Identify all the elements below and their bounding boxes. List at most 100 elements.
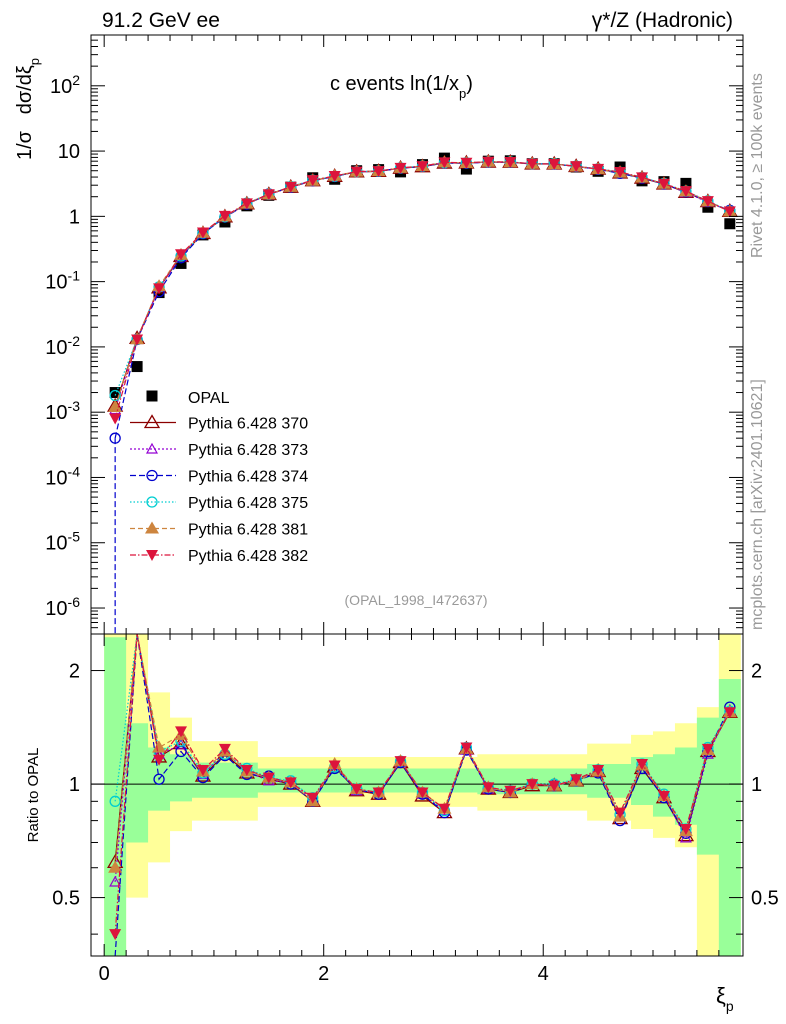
axis-ticks: 0 2 4 10-6 10-5 10-4 10-3 10-2 10-1 1 10 102 0.5 0.5 1… bbox=[45, 34, 779, 985]
series-point-ratio bbox=[636, 759, 649, 771]
y-tick-label-ratio-right: 2 bbox=[751, 661, 762, 683]
series-point-ratio bbox=[109, 795, 121, 807]
y-tick-label-main: 10-3 bbox=[45, 398, 80, 424]
series-point-main bbox=[306, 175, 319, 187]
legend-label: Pythia 6.428 382 bbox=[188, 548, 308, 565]
legend-marker bbox=[145, 521, 159, 534]
series-point-main bbox=[701, 196, 714, 208]
legend-label-opal: OPAL bbox=[188, 390, 230, 407]
series-point-main bbox=[657, 178, 670, 190]
series-point-ratio bbox=[284, 777, 297, 789]
series-point-main bbox=[504, 156, 517, 168]
series-point-ratio bbox=[394, 756, 407, 768]
y-tick-label-main: 10-6 bbox=[45, 594, 80, 620]
y-tick-label-main: 10-4 bbox=[45, 463, 80, 489]
series-point-ratio bbox=[196, 764, 209, 776]
series-point-main bbox=[416, 161, 429, 173]
legend-label: Pythia 6.428 374 bbox=[188, 469, 308, 486]
legend-marker bbox=[143, 414, 161, 429]
y-tick-label-ratio: 1 bbox=[69, 774, 80, 796]
series-point-main bbox=[460, 157, 473, 169]
series-point-ratio bbox=[679, 824, 692, 836]
energy-label: 91.2 GeV ee bbox=[102, 9, 220, 32]
series-point-ratio bbox=[460, 742, 473, 754]
series-point-main bbox=[372, 166, 385, 178]
series-line-main bbox=[114, 161, 731, 396]
x-tick-label: 2 bbox=[318, 963, 329, 985]
series-point-main bbox=[548, 159, 561, 171]
legend-marker bbox=[146, 550, 158, 561]
series-point-main bbox=[679, 186, 692, 198]
series-point-ratio bbox=[262, 772, 275, 784]
series-point-main bbox=[614, 166, 627, 178]
series-point-ratio bbox=[657, 790, 670, 802]
y-axis-title-ratio: Ratio to OPAL bbox=[25, 748, 42, 843]
y-tick-label-ratio: 2 bbox=[69, 661, 80, 683]
series-point-main bbox=[394, 162, 407, 174]
series-point-ratio bbox=[526, 779, 539, 791]
y-axis-title-main: 1/σ dσ/dξp bbox=[14, 58, 42, 160]
legend: OPAL Pythia 6.428 370 Pythia 6.428 373 Pyth… bbox=[130, 390, 308, 565]
y-tick-label-ratio: 0.5 bbox=[52, 888, 80, 910]
series-line-main bbox=[114, 161, 731, 407]
y-tick-label-ratio-right: 1 bbox=[751, 774, 762, 796]
series-point-ratio bbox=[570, 774, 583, 786]
series-point-ratio bbox=[109, 929, 122, 941]
legend-label: Pythia 6.428 373 bbox=[188, 442, 308, 459]
y-tick-label-main: 102 bbox=[50, 72, 80, 98]
series-point-main bbox=[438, 157, 451, 169]
site-label: mcplots.cern.ch [arXiv:2401.10621] bbox=[749, 379, 766, 630]
series-point-ratio bbox=[614, 807, 627, 819]
y-tick-label-main: 10-2 bbox=[45, 333, 80, 359]
x-tick-label: 0 bbox=[99, 963, 110, 985]
series-point-main bbox=[131, 334, 144, 346]
main-panel-frame bbox=[90, 34, 744, 635]
series-point-main bbox=[284, 181, 297, 193]
legend-label: Pythia 6.428 375 bbox=[188, 495, 308, 512]
ratio-panel-frame bbox=[90, 633, 744, 957]
legend-marker bbox=[146, 496, 158, 508]
series-point-ratio bbox=[504, 785, 517, 797]
opal-point bbox=[109, 387, 121, 399]
series-point-ratio bbox=[175, 726, 188, 738]
series-point-ratio bbox=[350, 784, 363, 796]
y-tick-label-ratio-right: 0.5 bbox=[751, 888, 779, 910]
series-point-main bbox=[218, 210, 231, 222]
series-point-main bbox=[262, 189, 275, 201]
series-point-main bbox=[636, 172, 649, 184]
series-point-main bbox=[196, 227, 209, 239]
series-point-main bbox=[526, 158, 539, 170]
series-point-ratio bbox=[416, 787, 429, 799]
series-point-main bbox=[175, 249, 188, 261]
series-point-ratio bbox=[306, 792, 319, 804]
series-point-ratio bbox=[174, 738, 188, 750]
plot-title: c events ln(1/xp) bbox=[330, 73, 473, 101]
y-tick-label-main: 10 bbox=[58, 141, 80, 163]
y-tick-label-main: 10-1 bbox=[45, 268, 80, 294]
opal-point bbox=[460, 163, 472, 175]
opal-point bbox=[131, 361, 143, 373]
series-line-main bbox=[114, 161, 731, 408]
series-point-ratio bbox=[328, 760, 341, 772]
series-point-main bbox=[350, 166, 363, 178]
series-point-ratio bbox=[152, 740, 167, 753]
series-point-ratio bbox=[548, 780, 561, 792]
series-point-main bbox=[723, 206, 736, 218]
series-point-ratio bbox=[723, 707, 736, 719]
series-point-main bbox=[108, 400, 123, 413]
x-tick-label: 4 bbox=[538, 963, 549, 985]
opal-point bbox=[680, 177, 692, 189]
series-point-ratio bbox=[592, 764, 605, 776]
series-point-ratio bbox=[108, 860, 123, 873]
y-tick-label-main: 10-5 bbox=[45, 529, 80, 555]
series-point-main bbox=[109, 413, 122, 425]
series-line-ratio bbox=[114, 633, 731, 935]
series-point-ratio bbox=[109, 875, 122, 887]
series-point-main bbox=[570, 161, 583, 173]
series-point-main bbox=[328, 171, 341, 183]
series-point-main bbox=[240, 198, 253, 210]
rivet-label: Rivet 4.1.0, ≥ 100k events bbox=[749, 73, 766, 258]
series-point-main bbox=[482, 156, 495, 168]
legend-marker bbox=[145, 442, 159, 454]
